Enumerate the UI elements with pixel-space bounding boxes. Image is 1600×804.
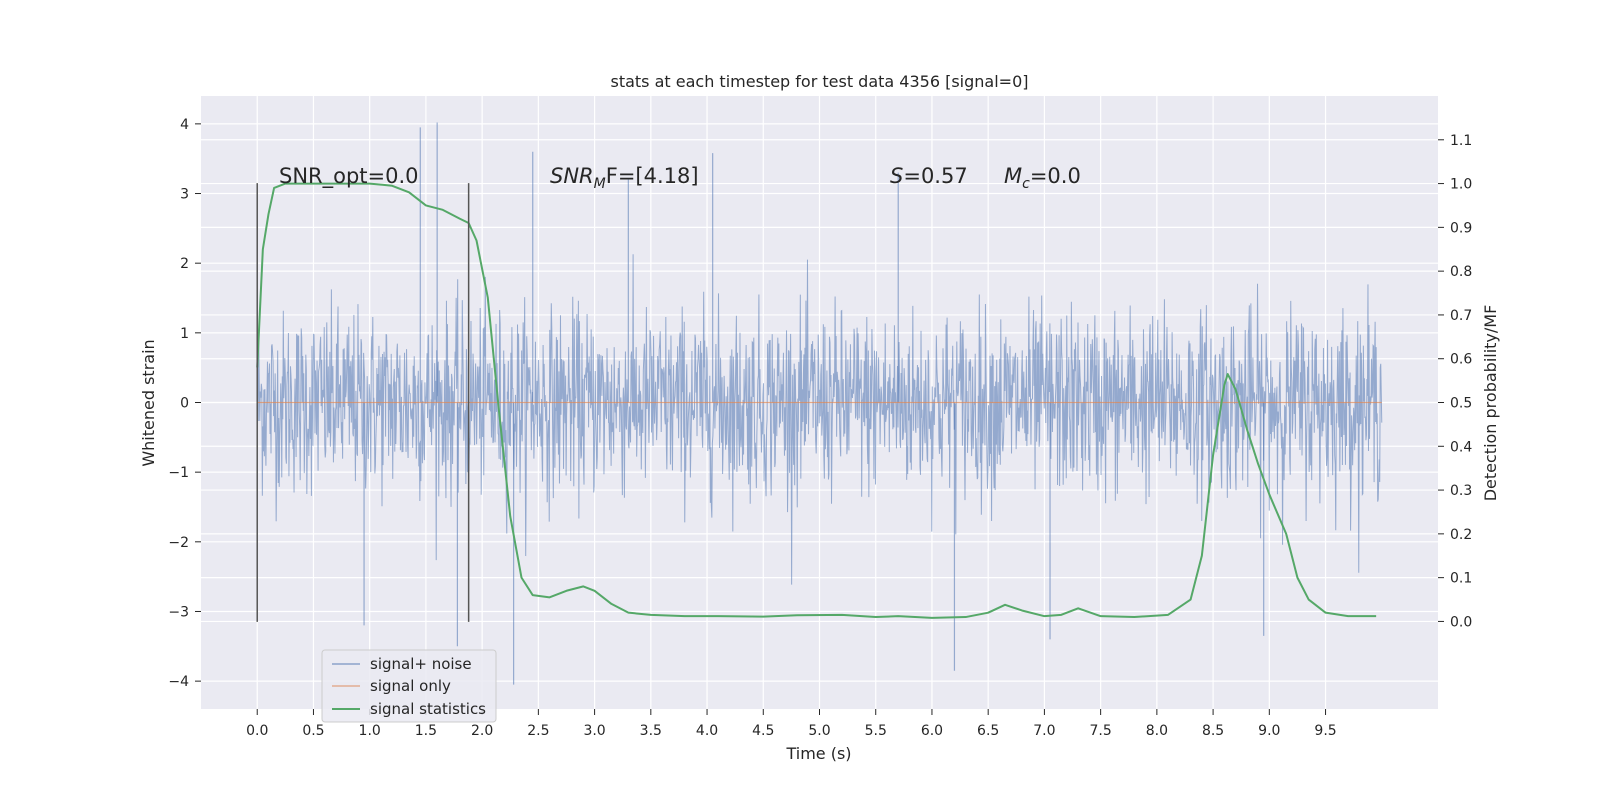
annotation-snr-opt: SNR_opt=0.0 <box>279 164 419 189</box>
x-tick-label: 1.0 <box>359 723 381 739</box>
y-tick-label: 2 <box>180 256 189 272</box>
annotation-mc: Mc=0.0 <box>1004 164 1081 192</box>
y-tick-label: 0 <box>180 396 189 412</box>
mc-subscript: c <box>1022 176 1030 192</box>
y-right-tick-label: 0.5 <box>1450 396 1472 412</box>
snr-mf-subscript: M <box>594 176 606 192</box>
y-right-tick-label: 0.9 <box>1450 220 1472 236</box>
y-tick-label: 1 <box>180 326 189 342</box>
y-axis-label: Whitened strain <box>139 339 158 466</box>
y-right-tick-label: 0.3 <box>1450 483 1472 499</box>
s-value: =0.57 <box>903 164 967 188</box>
x-tick-label: 5.0 <box>808 723 830 739</box>
y-right-tick-label: 0.0 <box>1450 614 1472 630</box>
x-tick-label: 7.5 <box>1090 723 1112 739</box>
y-right-tick-label: 1.1 <box>1450 133 1472 149</box>
legend-box <box>321 649 497 723</box>
x-tick-label: 3.0 <box>583 723 605 739</box>
annotation-s: S=0.57 <box>890 164 968 188</box>
annotation-snr-mf: SNRMF=[4.18] <box>550 164 699 192</box>
x-tick-label: 9.0 <box>1258 723 1280 739</box>
x-tick-label: 2.0 <box>471 723 493 739</box>
snr-mf-value: F=[4.18] <box>606 164 699 188</box>
y-tick-label: −4 <box>168 674 189 690</box>
y-right-tick-label: 0.7 <box>1450 308 1472 324</box>
y-tick-label: −1 <box>168 465 189 481</box>
x-tick-label: 6.5 <box>977 723 999 739</box>
x-tick-label: 4.5 <box>752 723 774 739</box>
legend: signal+ noise signal only signal statist… <box>321 649 497 723</box>
legend-label-signal: signal only <box>370 677 451 695</box>
y-tick-label: 4 <box>180 117 189 133</box>
legend-label-statistics: signal statistics <box>370 700 486 718</box>
x-tick-label: 3.5 <box>640 723 662 739</box>
y-right-tick-label: 1.0 <box>1450 177 1472 193</box>
snr-mf-symbol: SNR <box>550 164 594 188</box>
chart-title: stats at each timestep for test data 435… <box>610 72 1028 91</box>
noise-trace <box>256 254 1383 585</box>
x-tick-label: 9.5 <box>1314 723 1336 739</box>
tick-layer: 0.0 0.5 1.0 1.5 2.0 2.5 3.0 3.5 4.0 4.5 5.0 5.5 6.0 6… <box>168 117 1472 739</box>
y-tick-label: −2 <box>168 535 189 551</box>
x-tick-label: 6.0 <box>921 723 943 739</box>
y-right-tick-label: 0.8 <box>1450 264 1472 280</box>
mc-symbol: M <box>1004 164 1022 188</box>
legend-label-noise: signal+ noise <box>370 655 472 673</box>
mc-value: =0.0 <box>1030 164 1081 188</box>
x-tick-label: 8.0 <box>1146 723 1168 739</box>
y-right-tick-label: 0.6 <box>1450 352 1472 368</box>
s-symbol: S <box>890 164 903 188</box>
x-tick-label: 0.0 <box>246 723 268 739</box>
noise-layer <box>256 122 1383 685</box>
x-tick-label: 8.5 <box>1202 723 1224 739</box>
x-tick-label: 4.0 <box>696 723 718 739</box>
y-right-axis-label: Detection probability/MF <box>1481 305 1500 502</box>
signal-statistics-line <box>256 182 1377 619</box>
series-layer <box>256 182 1382 622</box>
y-tick-label: 3 <box>180 187 189 203</box>
x-tick-label: 1.5 <box>415 723 437 739</box>
y-right-tick-label: 0.4 <box>1450 439 1472 455</box>
y-tick-label: −3 <box>168 604 189 620</box>
x-tick-label: 0.5 <box>302 723 324 739</box>
x-tick-label: 2.5 <box>527 723 549 739</box>
x-tick-label: 5.5 <box>865 723 887 739</box>
y-right-tick-label: 0.1 <box>1450 571 1472 587</box>
x-axis-label: Time (s) <box>785 744 851 763</box>
y-right-tick-label: 0.2 <box>1450 527 1472 543</box>
x-tick-label: 7.0 <box>1033 723 1055 739</box>
